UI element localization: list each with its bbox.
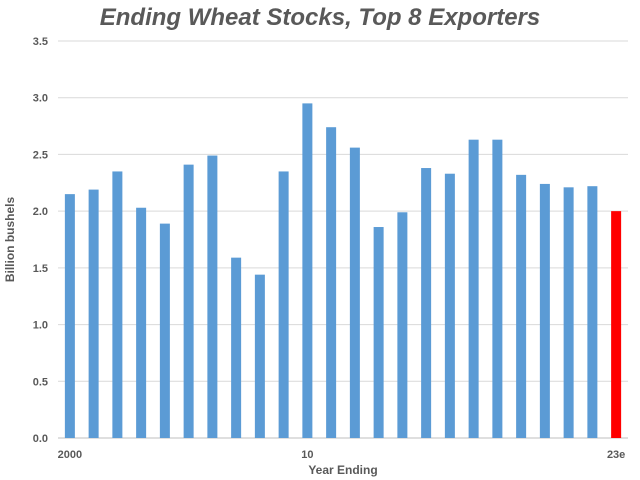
bar <box>88 189 99 438</box>
bar <box>611 211 622 438</box>
y-axis-title: Billion bushels <box>3 197 17 283</box>
bar <box>349 147 360 438</box>
bar <box>183 164 194 438</box>
chart-title: Ending Wheat Stocks, Top 8 Exporters <box>99 4 541 31</box>
x-tick-label: 10 <box>301 449 313 461</box>
bar <box>326 127 337 438</box>
bar <box>136 207 147 438</box>
x-tick-label: 23e <box>607 449 625 461</box>
y-tick-label: 1.5 <box>33 263 48 275</box>
bar <box>421 168 432 439</box>
bar <box>563 187 574 438</box>
y-tick-label: 2.0 <box>33 206 48 218</box>
bar <box>397 212 408 438</box>
bar <box>468 139 479 438</box>
y-tick-label: 3.0 <box>33 93 48 105</box>
bar <box>516 174 527 439</box>
y-tick-label: 0.0 <box>33 433 48 445</box>
bar <box>64 194 75 438</box>
bar <box>159 223 170 438</box>
bar <box>112 171 123 438</box>
y-tick-label: 2.5 <box>33 149 48 161</box>
bar <box>373 227 384 438</box>
bar <box>207 155 218 438</box>
bar <box>231 257 242 438</box>
x-tick-label: 2000 <box>58 449 82 461</box>
bar <box>444 173 455 438</box>
bar <box>587 186 598 438</box>
y-tick-label: 0.5 <box>33 376 48 388</box>
bar <box>492 139 503 438</box>
bar <box>539 183 550 438</box>
bar <box>254 274 265 438</box>
y-tick-label: 1.0 <box>33 320 48 332</box>
x-axis-title: Year Ending <box>308 463 377 477</box>
bar <box>278 171 289 438</box>
bar <box>302 103 313 438</box>
y-tick-label: 3.5 <box>33 36 48 48</box>
